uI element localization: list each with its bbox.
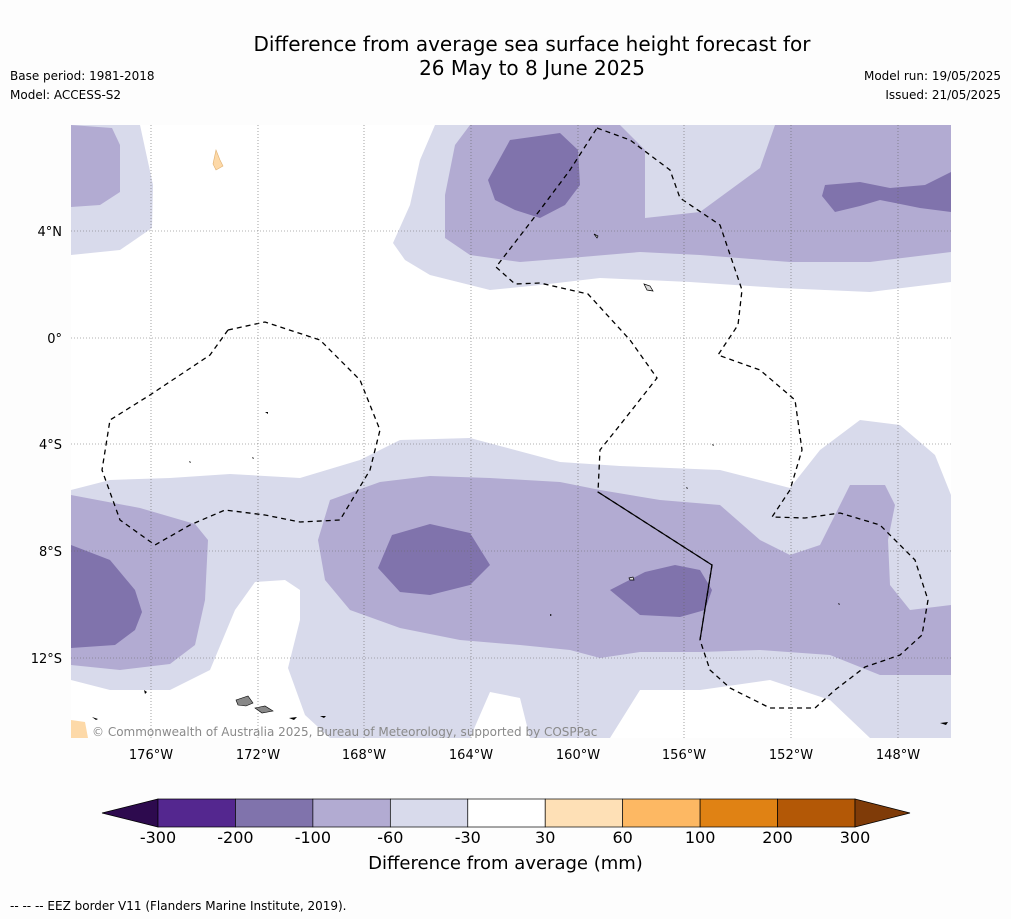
- colorbar-segment: [235, 798, 314, 828]
- longitude-labels: 176°W 172°W 168°W 164°W 160°W 156°W 152°…: [129, 748, 920, 763]
- colorbar-arrow-left: [101, 798, 159, 828]
- map-panel: © Commonwealth of Australia 2025, Bureau…: [71, 125, 951, 739]
- issued-date: Issued: 21/05/2025: [885, 88, 1001, 102]
- colorbar-tick-label: 30: [535, 828, 556, 847]
- colorbar-tick-label: -200: [217, 828, 254, 847]
- eez-border-lines: [101, 127, 929, 709]
- eez-border-solid: [597, 491, 713, 641]
- lon-label: 156°W: [662, 748, 706, 763]
- colorbar-tick-label: -60: [377, 828, 404, 847]
- lon-label: 148°W: [876, 748, 920, 763]
- lat-label: 0°: [47, 332, 62, 347]
- colorbar-arrow-right: [854, 798, 911, 828]
- lat-label: 8°S: [39, 545, 62, 560]
- model-run: Model run: 19/05/2025: [863, 69, 1001, 83]
- lon-label: 172°W: [236, 748, 280, 763]
- colorbar-tick-label: 100: [684, 828, 716, 847]
- colorbar-segment: [777, 798, 856, 828]
- graticule: [71, 125, 951, 738]
- colorbar-tick-label: 200: [762, 828, 793, 847]
- lat-label: 4°N: [38, 225, 63, 240]
- lon-label: 160°W: [556, 748, 600, 763]
- colorbar-segment: [544, 798, 624, 828]
- colorbar-segment: [467, 798, 546, 828]
- colorbar-segment: [699, 798, 778, 828]
- title-line-2: 26 May to 8 June 2025: [419, 56, 645, 80]
- lon-label: 176°W: [129, 748, 173, 763]
- lon-label: 164°W: [449, 748, 493, 763]
- colorbar-tick-label: -30: [454, 828, 481, 847]
- meta-left: Base period: 1981-2018 Model: ACCESS-S2: [10, 67, 155, 105]
- colorbar-segment: [157, 798, 236, 828]
- colorbar-tick-label: 300: [839, 828, 871, 847]
- colorbar-tick-label: -100: [294, 828, 332, 847]
- colorbar-segment: [312, 798, 391, 828]
- title-line-1: Difference from average sea surface heig…: [253, 32, 811, 56]
- anomaly-band-100-200: [71, 133, 951, 648]
- map-title: Difference from average sea surface heig…: [0, 32, 1011, 80]
- lon-label: 168°W: [342, 748, 386, 763]
- island-land: [71, 148, 948, 738]
- lat-label: 12°S: [31, 652, 62, 667]
- colorbar-segment: [389, 798, 469, 828]
- meta-right: Model run: 19/05/2025 Issued: 21/05/2025: [864, 67, 1001, 105]
- base-period: Base period: 1981-2018: [10, 69, 155, 83]
- colorbar-tick-label: 60: [612, 828, 633, 847]
- colorbar-segment: [622, 798, 701, 828]
- colorbar-title: Difference from average (mm): [368, 853, 643, 874]
- colorbar: [101, 798, 911, 828]
- eez-footnote: -- -- -- EEZ border V11 (Flanders Marine…: [10, 899, 347, 913]
- model-name: Model: ACCESS-S2: [10, 88, 122, 102]
- lon-label: 152°W: [769, 748, 813, 763]
- colorbar-tick-label: -300: [139, 828, 177, 847]
- copyright-text: © Commonwealth of Australia 2025, Bureau…: [92, 725, 597, 739]
- latitude-labels: 4°N 0° 4°S 8°S 12°S: [31, 225, 62, 667]
- lat-label: 4°S: [39, 438, 62, 453]
